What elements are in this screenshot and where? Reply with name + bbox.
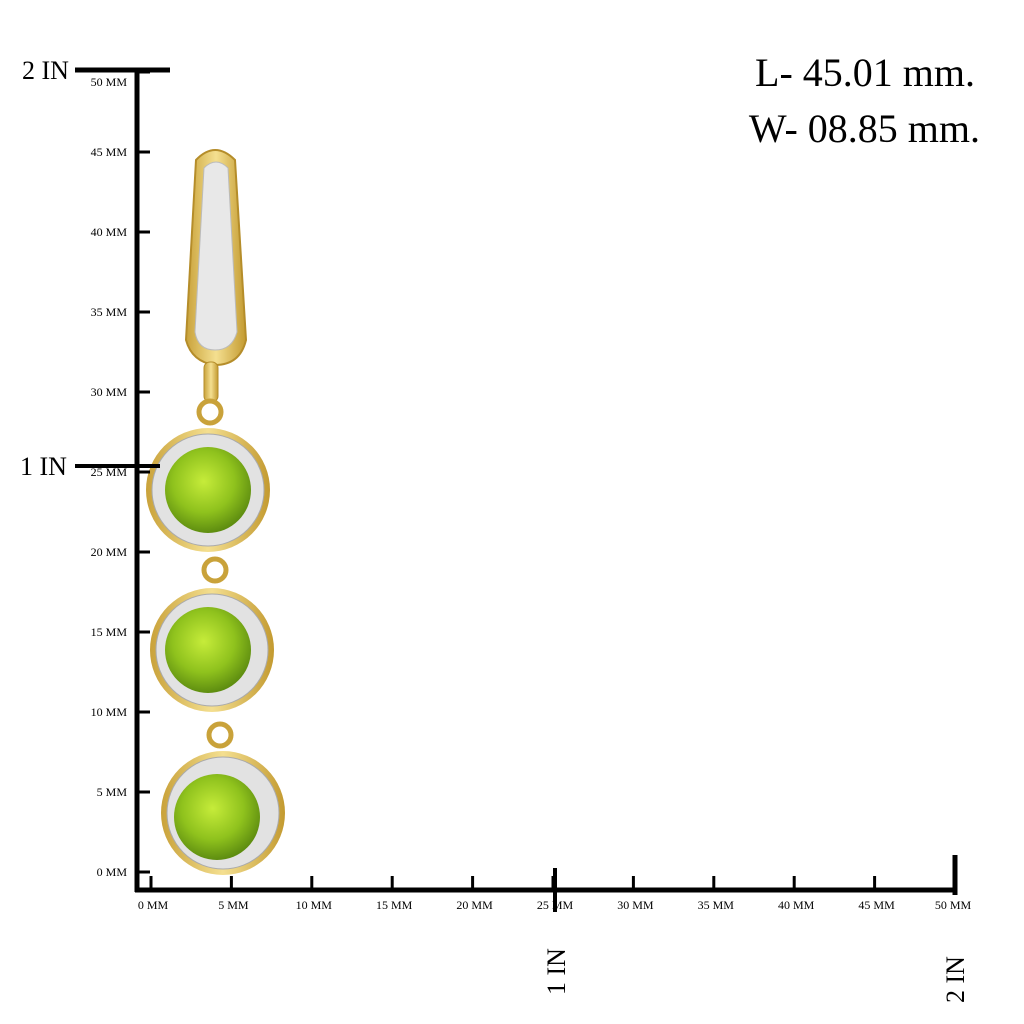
mm-label: 50 MM: [935, 898, 972, 912]
mm-label: 15 MM: [376, 898, 413, 912]
mm-label: 20 MM: [91, 545, 128, 559]
inch-label: 1 IN: [20, 452, 67, 481]
mm-label: 30 MM: [91, 385, 128, 399]
ruler: [75, 67, 958, 912]
mm-label: 20 MM: [456, 898, 493, 912]
mm-label: 0 MM: [97, 865, 128, 879]
inch-label: 1 IN: [542, 948, 571, 995]
mm-label: 40 MM: [778, 898, 815, 912]
mm-label: 35 MM: [698, 898, 735, 912]
mm-label: 40 MM: [91, 225, 128, 239]
mm-label: 35 MM: [91, 305, 128, 319]
mm-label: 15 MM: [91, 625, 128, 639]
width: W- 08.85 mm.: [749, 106, 980, 151]
mm-label: 5 MM: [218, 898, 249, 912]
mm-label: 25 MM: [91, 465, 128, 479]
mm-label: 30 MM: [617, 898, 654, 912]
inch-label: 2 IN: [941, 956, 970, 1003]
length: L- 45.01 mm.: [755, 50, 975, 95]
mm-label: 45 MM: [91, 145, 128, 159]
mm-label: 25 MM: [537, 898, 574, 912]
mm-label: 5 MM: [97, 785, 128, 799]
mm-label: 0 MM: [138, 898, 169, 912]
mm-label: 10 MM: [296, 898, 333, 912]
mm-label: 50 MM: [91, 75, 128, 89]
mm-label: 10 MM: [91, 705, 128, 719]
inch-label: 2 IN: [22, 56, 69, 85]
earring: [146, 149, 285, 875]
mm-label: 45 MM: [858, 898, 895, 912]
